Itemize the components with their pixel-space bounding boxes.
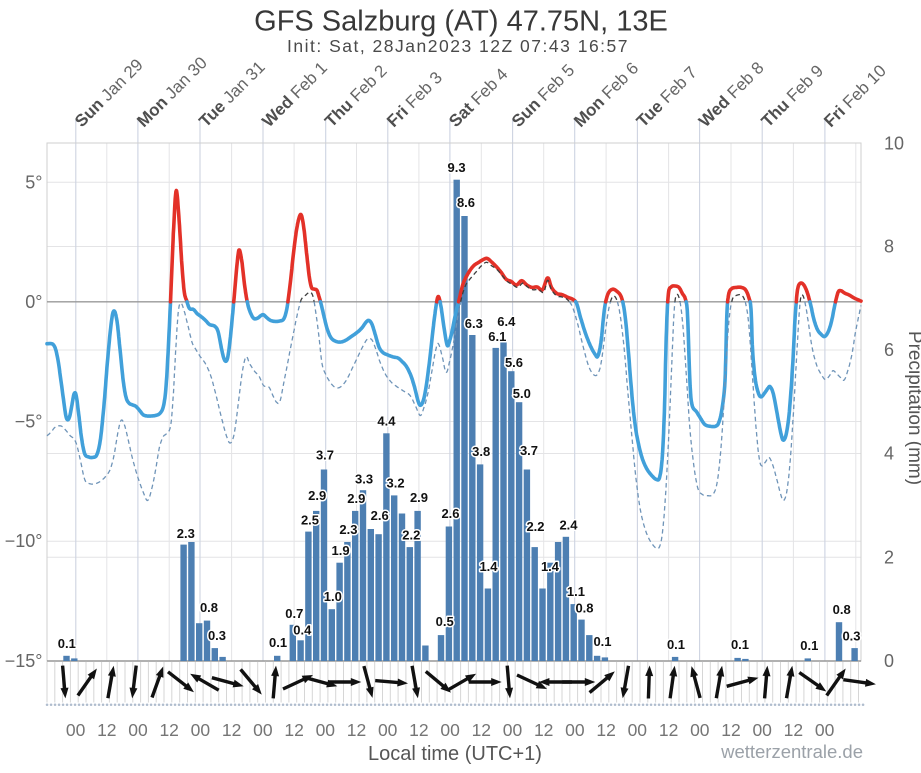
- svg-text:1.4: 1.4: [541, 559, 560, 574]
- svg-text:0.3: 0.3: [842, 629, 860, 644]
- svg-text:3.7: 3.7: [316, 448, 334, 463]
- svg-text:0.7: 0.7: [285, 606, 303, 621]
- svg-text:00: 00: [128, 720, 148, 740]
- svg-text:1.9: 1.9: [332, 543, 350, 558]
- svg-text:2.3: 2.3: [177, 526, 195, 541]
- svg-text:0: 0: [884, 651, 894, 671]
- svg-text:Precipitation (mm): Precipitation (mm): [904, 331, 921, 485]
- svg-text:00: 00: [690, 720, 710, 740]
- svg-text:12: 12: [97, 720, 116, 740]
- svg-text:2.9: 2.9: [410, 490, 428, 505]
- svg-text:1.1: 1.1: [567, 584, 585, 599]
- svg-text:2: 2: [884, 547, 894, 567]
- svg-text:3.7: 3.7: [520, 443, 538, 458]
- svg-text:12: 12: [534, 720, 553, 740]
- svg-text:0.1: 0.1: [731, 637, 749, 652]
- svg-text:0.1: 0.1: [667, 637, 685, 652]
- svg-text:1.4: 1.4: [479, 559, 498, 574]
- svg-text:12: 12: [347, 720, 366, 740]
- svg-text:4.4: 4.4: [377, 414, 396, 429]
- svg-text:3.8: 3.8: [472, 444, 490, 459]
- svg-text:00: 00: [815, 720, 835, 740]
- svg-text:00: 00: [253, 720, 273, 740]
- svg-text:1.0: 1.0: [324, 589, 342, 604]
- svg-text:12: 12: [409, 720, 428, 740]
- svg-text:00: 00: [565, 720, 585, 740]
- svg-text:12: 12: [784, 720, 803, 740]
- svg-text:−10°: −10°: [5, 531, 43, 551]
- svg-text:0.8: 0.8: [200, 600, 218, 615]
- svg-text:5.6: 5.6: [505, 355, 523, 370]
- svg-text:12: 12: [596, 720, 615, 740]
- svg-text:−5°: −5°: [15, 412, 43, 432]
- svg-text:GFS Salzburg (AT) 47.75N, 13E: GFS Salzburg (AT) 47.75N, 13E: [254, 6, 668, 38]
- svg-text:9.3: 9.3: [448, 160, 466, 175]
- svg-text:00: 00: [191, 720, 211, 740]
- svg-text:0°: 0°: [25, 292, 42, 312]
- svg-text:2.4: 2.4: [559, 518, 578, 533]
- svg-text:wetterzentrale.de: wetterzentrale.de: [720, 741, 863, 762]
- svg-text:2.9: 2.9: [347, 491, 365, 506]
- svg-text:0.3: 0.3: [208, 628, 226, 643]
- svg-text:12: 12: [222, 720, 241, 740]
- svg-text:12: 12: [659, 720, 678, 740]
- svg-text:3.3: 3.3: [355, 472, 373, 487]
- svg-text:3.2: 3.2: [387, 476, 405, 491]
- svg-text:Local time (UTC+1): Local time (UTC+1): [368, 743, 542, 765]
- svg-text:0.4: 0.4: [293, 623, 312, 638]
- svg-text:6.4: 6.4: [497, 314, 516, 329]
- svg-text:2.2: 2.2: [402, 528, 420, 543]
- svg-text:2.6: 2.6: [371, 508, 389, 523]
- svg-text:2.2: 2.2: [526, 519, 544, 534]
- svg-text:2.6: 2.6: [441, 506, 459, 521]
- svg-text:4: 4: [884, 444, 894, 464]
- svg-text:Init: Sat, 28Jan2023 12Z 07:43: Init: Sat, 28Jan2023 12Z 07:43 16:57: [287, 36, 629, 56]
- svg-text:12: 12: [159, 720, 178, 740]
- svg-text:00: 00: [628, 720, 648, 740]
- svg-text:0.1: 0.1: [58, 636, 76, 651]
- svg-text:2.5: 2.5: [301, 513, 319, 528]
- svg-text:6.3: 6.3: [465, 316, 483, 331]
- svg-text:0.1: 0.1: [593, 634, 611, 649]
- svg-text:5°: 5°: [25, 172, 42, 192]
- svg-text:0.1: 0.1: [269, 635, 287, 650]
- svg-text:2.9: 2.9: [308, 488, 326, 503]
- svg-text:0.1: 0.1: [800, 638, 818, 653]
- svg-text:0.8: 0.8: [575, 601, 593, 616]
- svg-text:10: 10: [884, 134, 904, 154]
- svg-text:12: 12: [472, 720, 491, 740]
- svg-text:12: 12: [721, 720, 740, 740]
- svg-text:6: 6: [884, 340, 894, 360]
- svg-text:00: 00: [378, 720, 398, 740]
- svg-text:8: 8: [884, 237, 894, 257]
- svg-text:12: 12: [284, 720, 303, 740]
- svg-text:0.5: 0.5: [436, 614, 454, 629]
- svg-text:−15°: −15°: [5, 651, 43, 671]
- svg-text:0.8: 0.8: [833, 602, 851, 617]
- svg-text:8.6: 8.6: [457, 195, 475, 210]
- svg-text:2.3: 2.3: [339, 522, 357, 537]
- svg-text:00: 00: [440, 720, 460, 740]
- svg-text:00: 00: [316, 720, 336, 740]
- svg-text:00: 00: [503, 720, 523, 740]
- svg-text:00: 00: [66, 720, 86, 740]
- svg-text:00: 00: [752, 720, 772, 740]
- svg-text:5.0: 5.0: [513, 386, 531, 401]
- svg-text:6.1: 6.1: [488, 329, 506, 344]
